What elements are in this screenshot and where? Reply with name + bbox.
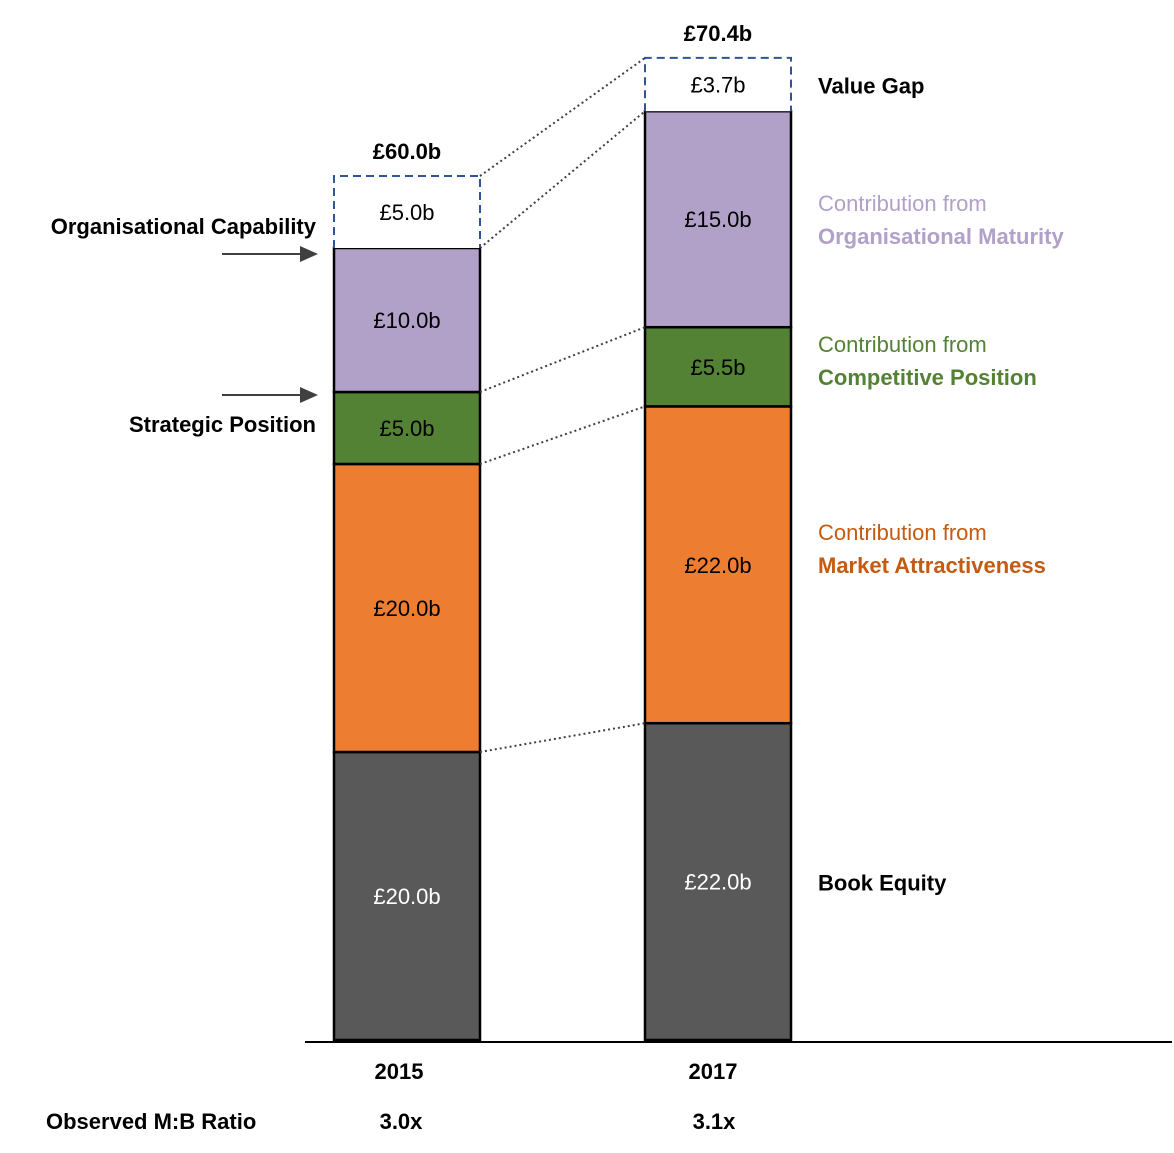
series-label-line1: Contribution from — [818, 191, 987, 216]
series-label: Market Attractiveness — [818, 553, 1046, 578]
bar-segment-book — [332, 750, 482, 1042]
data-label: £22.0b — [684, 553, 751, 578]
x-tick-label: 2017 — [689, 1059, 738, 1084]
data-label: £20.0b — [373, 884, 440, 909]
total-label: £60.0b — [373, 139, 442, 164]
bar-segment-organisational — [332, 246, 482, 394]
series-label-line1: Contribution from — [818, 332, 987, 357]
series-label: Value Gap — [818, 74, 924, 99]
x-tick-label: 2015 — [375, 1059, 424, 1084]
bar-segment-value_gap — [334, 176, 480, 248]
ratio-value: 3.0x — [380, 1109, 424, 1134]
arrow-right-icon — [300, 387, 318, 403]
connector-line — [479, 326, 646, 393]
bar-segment-market — [643, 405, 793, 725]
annotation-label: Organisational Capability — [51, 214, 317, 239]
data-label: £15.0b — [684, 207, 751, 232]
data-label: £3.7b — [690, 73, 745, 98]
series-label-line1: Contribution from — [818, 520, 987, 545]
series-label: Book Equity — [818, 871, 947, 896]
bar-segment-value_gap — [645, 57, 791, 112]
ratio-value: 3.1x — [693, 1109, 737, 1134]
connector-line — [479, 57, 646, 177]
data-label: £22.0b — [684, 870, 751, 895]
annotation-label: Strategic Position — [129, 412, 316, 437]
bar-segment-border-value_gap — [333, 175, 481, 248]
bar-segment-market — [332, 462, 482, 754]
total-label: £70.4b — [684, 21, 753, 46]
data-label: £5.5b — [690, 355, 745, 380]
data-label: £5.0b — [379, 416, 434, 441]
connector-line — [479, 722, 646, 753]
ratio-row-label: Observed M:B Ratio — [46, 1109, 256, 1134]
bar-segment-book — [643, 721, 793, 1042]
arrow-right-icon — [300, 246, 318, 262]
data-label: £10.0b — [373, 308, 440, 333]
series-label: Competitive Position — [818, 365, 1037, 390]
connector-line — [479, 405, 646, 465]
bar-segment-border-value_gap — [644, 56, 792, 112]
series-label: Organisational Maturity — [818, 224, 1064, 249]
data-label: £5.0b — [379, 200, 434, 225]
data-label: £20.0b — [373, 596, 440, 621]
connector-line — [479, 110, 646, 249]
